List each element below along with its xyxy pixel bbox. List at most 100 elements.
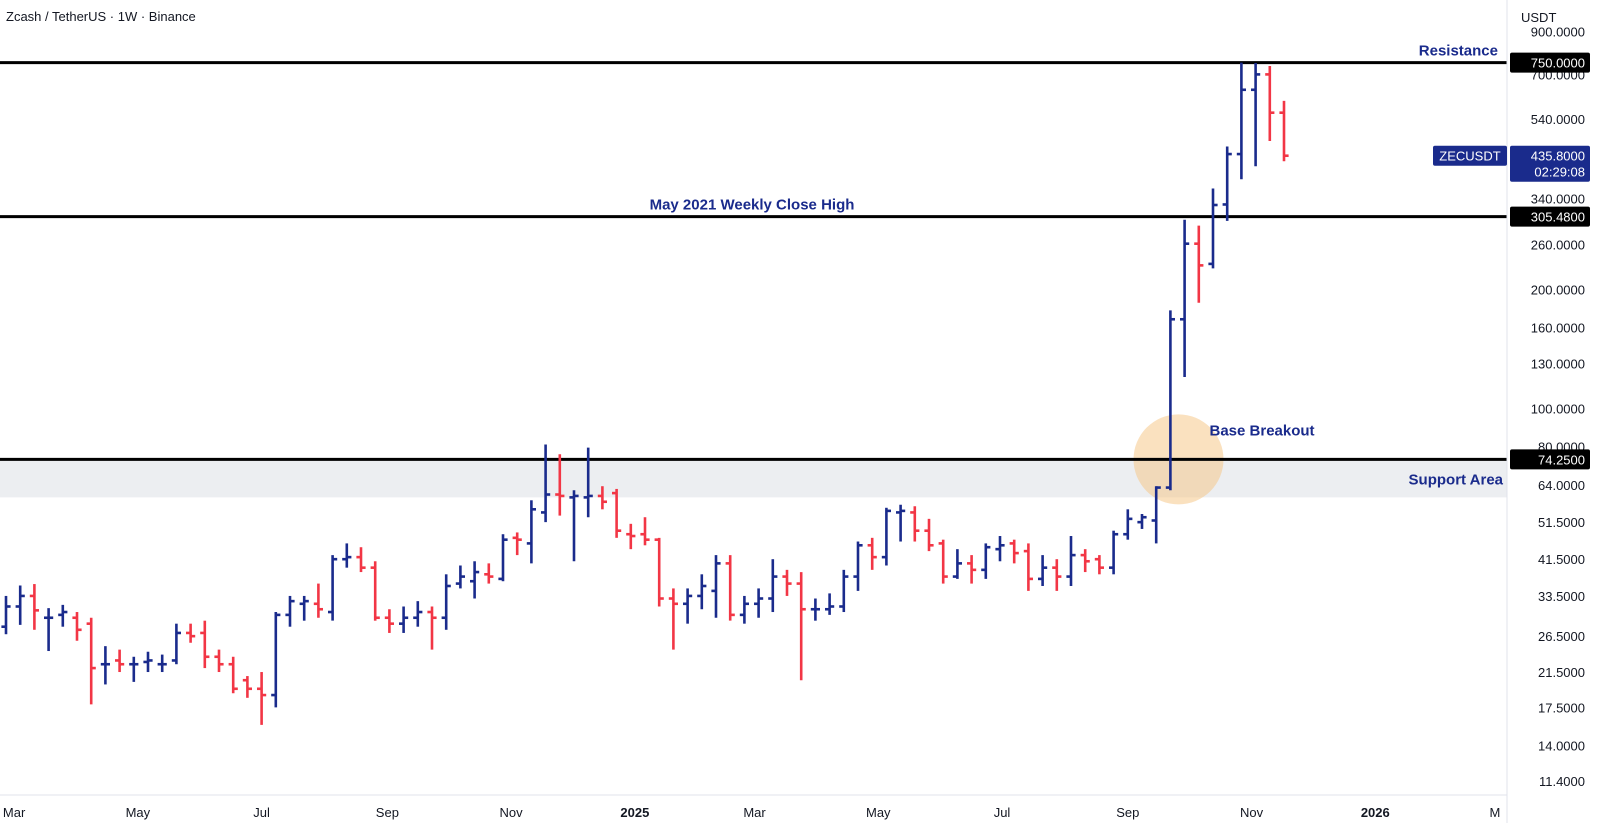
ohlc-bar bbox=[583, 447, 593, 518]
support-badge bbox=[1510, 449, 1590, 470]
ohlc-bar bbox=[711, 555, 721, 618]
chart-title: Zcash / TetherUS · 1W · Binance bbox=[6, 9, 196, 24]
ohlc-bar bbox=[555, 454, 565, 516]
time-tick-label: 2025 bbox=[620, 805, 649, 820]
base-breakout-label: Base Breakout bbox=[1210, 422, 1315, 439]
time-tick-label: Mar bbox=[3, 805, 26, 820]
last-price-value: 435.8000 bbox=[1531, 149, 1585, 164]
price-tick-label: 14.0000 bbox=[1538, 739, 1585, 754]
time-tick-label: Sep bbox=[376, 805, 399, 820]
ohlc-bar bbox=[157, 654, 167, 673]
ohlc-bar bbox=[1052, 559, 1062, 591]
price-tick-label: 160.0000 bbox=[1531, 321, 1585, 336]
resistance-badge-text: 750.0000 bbox=[1531, 56, 1585, 71]
time-tick-label: Nov bbox=[1240, 805, 1264, 820]
ohlc-bar bbox=[342, 543, 352, 568]
ohlc-bar bbox=[597, 486, 607, 510]
ohlc-bar bbox=[1, 595, 11, 635]
ohlc-bar bbox=[640, 517, 650, 546]
ohlc-bar bbox=[455, 565, 465, 589]
ohlc-bar bbox=[526, 500, 536, 564]
price-tick-label: 100.0000 bbox=[1531, 401, 1585, 416]
ohlc-bar bbox=[470, 561, 480, 599]
time-tick-label: Jul bbox=[253, 805, 270, 820]
price-tick-label: 21.5000 bbox=[1538, 665, 1585, 680]
ohlc-bar bbox=[782, 569, 792, 596]
may-2021-high-label: May 2021 Weekly Close High bbox=[650, 197, 855, 214]
price-tick-label: 900.0000 bbox=[1531, 24, 1585, 39]
time-tick-label: May bbox=[126, 805, 151, 820]
ohlc-bar bbox=[200, 620, 210, 669]
ohlc-bar bbox=[370, 561, 380, 621]
may-2021-high-badge bbox=[1510, 206, 1590, 227]
ohlc-bar bbox=[1038, 555, 1048, 586]
ohlc-bar bbox=[299, 595, 309, 621]
ohlc-bar bbox=[313, 583, 323, 618]
ohlc-bar bbox=[1066, 536, 1076, 586]
ohlc-bar bbox=[541, 444, 551, 523]
ohlc-bar bbox=[399, 606, 409, 633]
symbol-badge-text: ZECUSDT bbox=[1439, 149, 1500, 164]
price-tick-label: 540.0000 bbox=[1531, 112, 1585, 127]
ohlc-bar bbox=[413, 601, 423, 627]
last-price-badge bbox=[1510, 145, 1590, 182]
price-tick-label: 340.0000 bbox=[1531, 191, 1585, 206]
price-tick-label: 200.0000 bbox=[1531, 282, 1585, 297]
ohlc-bar bbox=[498, 534, 508, 582]
ohlc-bar bbox=[967, 555, 977, 584]
ohlc-bar bbox=[910, 506, 920, 542]
price-tick-label: 64.0000 bbox=[1538, 478, 1585, 493]
ohlc-bar bbox=[1137, 514, 1147, 529]
annotations-layer: Resistance May 2021 Weekly Close High Supp… bbox=[650, 43, 1504, 489]
support-area-band bbox=[0, 459, 1507, 498]
ohlc-bar bbox=[683, 588, 693, 624]
ohlc-bar bbox=[129, 656, 139, 682]
ohlc-bar bbox=[100, 646, 110, 685]
ohlc-bar bbox=[86, 617, 96, 705]
ohlc-bar bbox=[271, 612, 281, 708]
ohlc-bar bbox=[924, 518, 934, 552]
ohlc-bar bbox=[1023, 543, 1033, 591]
ohlc-bar bbox=[58, 604, 68, 627]
ohlc-bar bbox=[1094, 555, 1104, 575]
ohlc-bar bbox=[810, 598, 820, 621]
ohlc-bar bbox=[143, 651, 153, 673]
ohlc-bar bbox=[1279, 100, 1289, 162]
ohlc-bar bbox=[484, 563, 494, 584]
ohlc-bar bbox=[981, 543, 991, 579]
ohlc-bar bbox=[427, 606, 437, 650]
ohlc-bar bbox=[384, 609, 394, 633]
time-tick-label: 2026 bbox=[1361, 805, 1390, 820]
ohlc-bar bbox=[44, 608, 54, 652]
support-band-layer bbox=[0, 459, 1507, 498]
ohlc-bar bbox=[257, 672, 267, 725]
ohlc-bar bbox=[853, 541, 863, 591]
ohlc-bar bbox=[825, 593, 835, 615]
ohlc-bars-layer bbox=[1, 62, 1289, 725]
ohlc-bar bbox=[1194, 225, 1204, 303]
ohlc-bar bbox=[1180, 219, 1190, 378]
price-tick-label: 33.5000 bbox=[1538, 589, 1585, 604]
price-tick-label: 41.5000 bbox=[1538, 552, 1585, 567]
ohlc-bar bbox=[796, 572, 806, 681]
time-tick-label: Jul bbox=[994, 805, 1011, 820]
ohlc-bar bbox=[1208, 188, 1218, 269]
ohlc-bar bbox=[952, 549, 962, 579]
resistance-label: Resistance bbox=[1419, 43, 1498, 60]
ohlc-bar bbox=[1265, 66, 1275, 141]
ohlc-bar bbox=[612, 488, 622, 538]
time-axis[interactable]: Mar May Jul Sep Nov 2025 Mar May Jul Sep Nov 2026 M bbox=[3, 805, 1500, 820]
ohlc-bar bbox=[29, 584, 39, 630]
price-tick-label: 130.0000 bbox=[1531, 356, 1585, 371]
price-tick-label: 26.5000 bbox=[1538, 629, 1585, 644]
time-tick-label: M bbox=[1490, 805, 1501, 820]
price-tick-label: 51.5000 bbox=[1538, 515, 1585, 530]
price-tick-label: 17.5000 bbox=[1538, 700, 1585, 715]
ohlc-bar bbox=[938, 539, 948, 584]
ohlc-bar bbox=[754, 588, 764, 618]
ohlc-bar bbox=[768, 559, 778, 613]
